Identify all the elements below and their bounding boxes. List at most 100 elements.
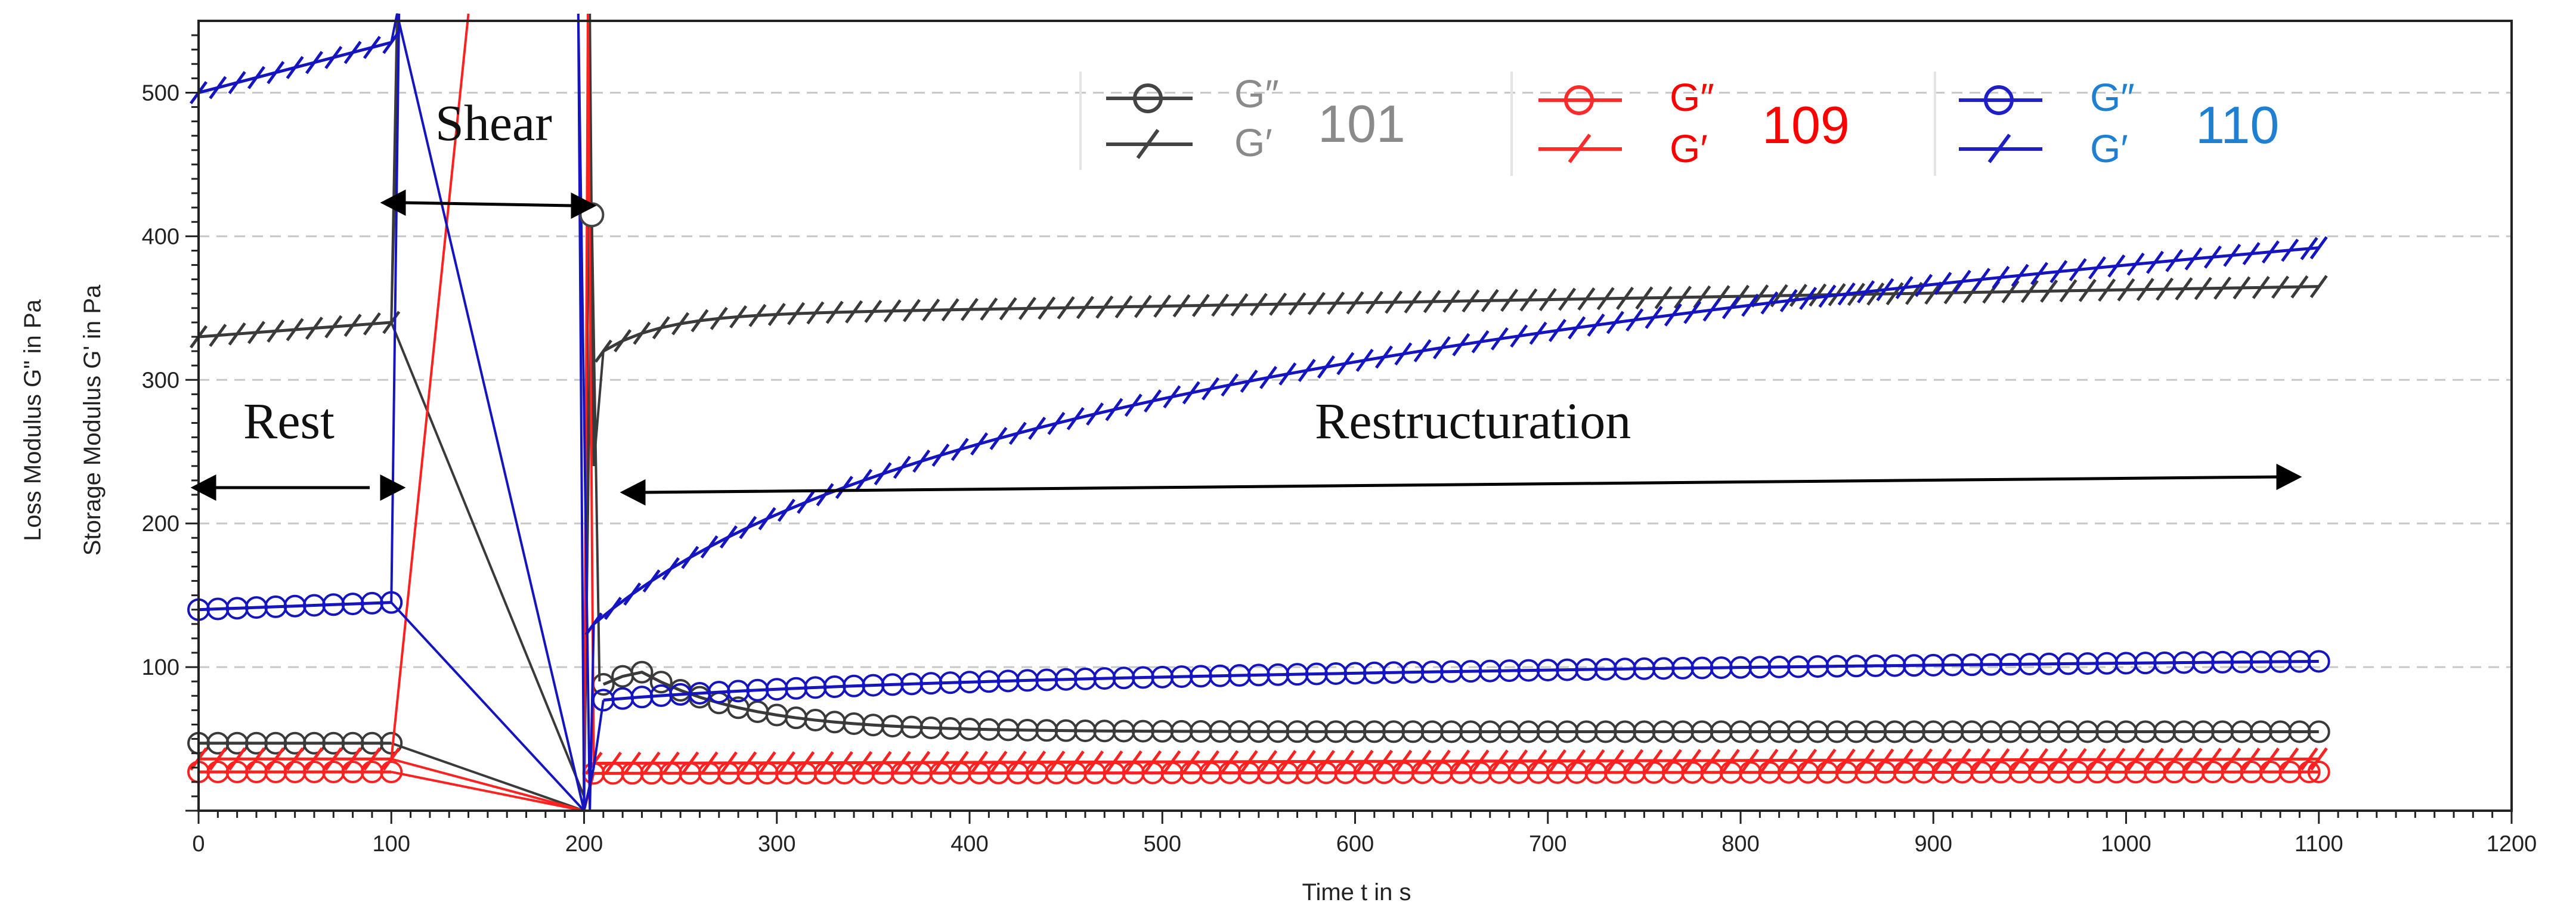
data-point-slash (1144, 389, 1162, 413)
data-point-slash (1702, 298, 1721, 322)
data-point-slash (931, 444, 950, 467)
arrow-shear (380, 189, 597, 219)
data-point-slash (1751, 284, 1769, 308)
data-point-slash (1269, 292, 1287, 316)
data-point-slash (2223, 243, 2241, 267)
data-point-slash (835, 476, 853, 500)
x-tick-label: 400 (950, 832, 988, 857)
legend-entry-109: G″ G′ 109 (1538, 75, 1850, 170)
data-point-slash (2069, 748, 2087, 771)
legend-slash-marker-109 (1568, 134, 1592, 163)
data-point-slash (1596, 287, 1615, 311)
legend: G″ G′ 101 G″ G′ 109 G″ G′ 110 (1079, 72, 2279, 176)
data-point-slash (1789, 284, 1808, 307)
data-point-slash (2271, 275, 2290, 299)
data-point-slash (1626, 749, 1644, 773)
plot-series (187, 13, 2330, 814)
data-point-slash (1298, 358, 1316, 382)
data-point-slash (1471, 749, 1490, 773)
data-point-slash (1587, 749, 1605, 773)
legend-label-101-g1: G′ (1234, 120, 1272, 165)
annotation-rest: Rest (243, 392, 335, 449)
data-point-slash (2184, 247, 2203, 271)
data-point-slash (1076, 296, 1094, 320)
data-point-slash (228, 71, 246, 95)
data-point-slash (1346, 291, 1364, 315)
data-point-slash (2001, 280, 2020, 303)
data-point-slash (700, 535, 719, 559)
data-point-slash (1182, 381, 1200, 405)
data-point-slash (2261, 748, 2280, 771)
data-point-slash (1876, 748, 1894, 772)
data-point-slash (324, 45, 343, 69)
data-point-slash (1490, 327, 1509, 351)
data-point-slash (671, 312, 690, 336)
data-point-slash (2261, 240, 2280, 264)
data-point-slash (324, 747, 343, 771)
data-point-slash (642, 569, 661, 593)
data-point-slash (777, 498, 795, 522)
data-point-circle (380, 760, 403, 783)
data-point-slash (1278, 362, 1297, 386)
data-point-slash (1124, 393, 1143, 417)
data-point-slash (2203, 245, 2222, 269)
series-109-g- (187, 760, 2330, 812)
data-point-slash (1760, 291, 1779, 315)
data-point-slash (1568, 749, 1586, 773)
data-point-circle (630, 660, 654, 684)
series-transition-line (391, 215, 601, 812)
data-point-slash (1866, 282, 1885, 306)
data-point-slash (1481, 289, 1499, 312)
data-point-slash (228, 322, 246, 346)
data-point-slash (1038, 296, 1056, 320)
data-point-slash (970, 432, 989, 456)
data-point-slash (247, 747, 266, 771)
data-point-slash (1307, 291, 1326, 315)
data-point-slash (2126, 252, 2145, 276)
ticks: 0 100 200 300 400 500 600 700 800 900 1000 1100 1200… (142, 34, 2537, 857)
data-point-slash (1153, 294, 1172, 318)
data-point-slash (2107, 254, 2126, 278)
data-point-slash (267, 747, 285, 771)
data-point-slash (816, 483, 834, 507)
data-point-slash (1047, 411, 1066, 435)
data-point-slash (1134, 294, 1152, 318)
data-point-slash (1992, 265, 2010, 289)
data-point-slash (1452, 749, 1470, 773)
data-point-slash (2184, 748, 2203, 771)
data-point-slash (1510, 324, 1528, 348)
data-point-slash (1288, 292, 1306, 316)
data-point-slash (1404, 290, 1422, 314)
data-point-slash (1973, 748, 1991, 772)
legend-label-109-g2: G″ (1670, 75, 1714, 119)
data-point-slash (267, 61, 285, 85)
data-point-slash (1992, 748, 2010, 772)
data-point-slash (1374, 345, 1394, 369)
data-point-slash (1519, 288, 1538, 312)
data-point-slash (2194, 277, 2212, 300)
data-point-slash (739, 516, 757, 539)
data-point-slash (1442, 289, 1461, 313)
data-point-slash (2242, 241, 2261, 265)
data-point-slash (1490, 749, 1509, 773)
data-point-slash (2203, 748, 2222, 771)
data-point-slash (1799, 748, 1818, 772)
data-point-slash (594, 339, 612, 363)
data-point-slash (614, 329, 632, 353)
x-tick-label: 1200 (2487, 832, 2537, 857)
y-axis-title-storage: Storage Modulus G' in Pa (79, 284, 106, 556)
data-point-slash (2136, 278, 2154, 302)
legend-entry-101: G″ G′ 101 (1106, 72, 1405, 165)
data-point-slash (247, 321, 266, 345)
data-point-slash (1654, 286, 1673, 309)
data-point-slash (209, 747, 227, 771)
data-point-slash (825, 300, 844, 324)
data-point-slash (2020, 280, 2039, 303)
data-point-slash (305, 317, 323, 340)
x-tick-label: 1000 (2101, 832, 2151, 857)
data-point-slash (1953, 748, 1971, 772)
data-point-slash (1635, 286, 1654, 310)
legend-label-109-g1: G′ (1670, 126, 1708, 170)
data-point-slash (806, 301, 825, 325)
data-point-slash (893, 455, 911, 479)
